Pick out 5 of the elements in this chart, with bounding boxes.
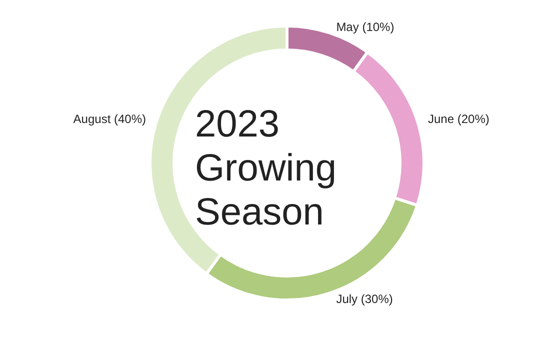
slice-label: July (30%) [336,292,393,306]
text: 2023 Growing Season [195,104,348,234]
slice-label: August (40%) [73,112,146,126]
slice-label: June (20%) [428,112,490,126]
slice-label: May (10%) [336,20,394,34]
